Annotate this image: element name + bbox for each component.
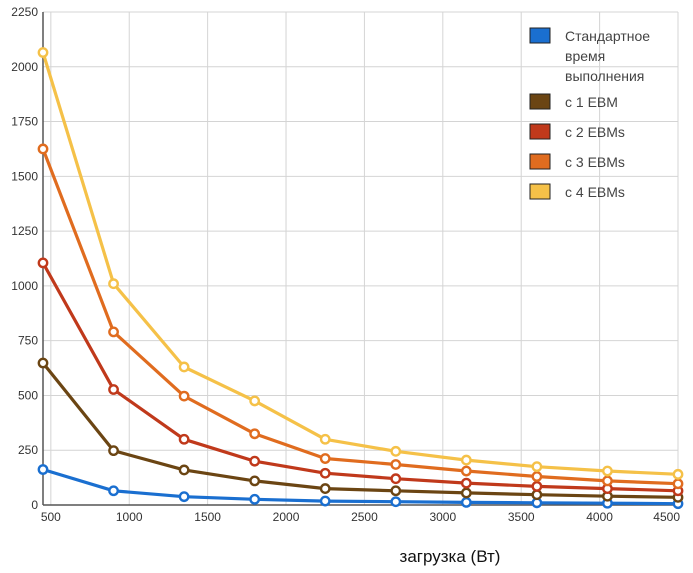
data-point (178, 433, 190, 445)
data-point (249, 428, 261, 440)
legend-swatch (529, 27, 551, 44)
y-tick-label: 0 (31, 498, 38, 512)
data-point (390, 445, 402, 457)
legend-label: с 2 EBMs (565, 124, 625, 140)
data-point (531, 480, 543, 492)
x-tick-label: 1000 (116, 510, 143, 524)
series-line (41, 262, 679, 493)
data-point (249, 395, 261, 407)
data-point (319, 483, 331, 494)
series-line (41, 148, 679, 486)
legend-item: с 2 EBMs (529, 123, 625, 140)
legend: Стандартное время выполнения с 1 EBM с 2 EBM… (529, 27, 650, 200)
series-group (37, 47, 684, 510)
x-tick-label: 1500 (194, 510, 221, 524)
legend-swatch (529, 93, 551, 110)
data-point (249, 493, 261, 505)
plot-background (43, 12, 678, 505)
series-5 (37, 47, 684, 480)
series-line (41, 361, 679, 499)
data-point (37, 357, 49, 369)
data-point (531, 461, 543, 473)
x-tick-label: 2000 (273, 510, 300, 524)
data-point (460, 477, 472, 489)
data-point (319, 453, 331, 464)
data-point (37, 143, 49, 155)
x-tick-label: 500 (41, 510, 61, 524)
series-line (42, 467, 679, 506)
series-3 (37, 257, 684, 497)
legend-item: с 4 EBMs (529, 183, 625, 200)
data-point (319, 467, 331, 479)
data-point (319, 433, 331, 445)
data-point (460, 487, 472, 499)
data-point (108, 445, 119, 457)
x-tick-label: 3500 (508, 510, 535, 524)
data-point (108, 384, 119, 395)
y-tick-label: 750 (18, 334, 38, 348)
data-point (178, 464, 190, 476)
data-point (672, 478, 684, 490)
legend-swatch (529, 183, 551, 200)
data-point (390, 485, 402, 497)
x-tick-label: 3000 (429, 510, 456, 524)
data-point (178, 491, 190, 503)
data-point (108, 278, 119, 290)
data-point (37, 257, 49, 269)
legend-item: с 3 EBMs (529, 153, 625, 170)
series-2 (37, 357, 684, 503)
data-point (602, 465, 613, 477)
legend-swatch (529, 153, 551, 170)
data-point (37, 47, 49, 58)
data-point (460, 454, 472, 466)
legend-label: Стандартное (565, 28, 650, 44)
series-line (41, 52, 679, 476)
data-point (108, 485, 119, 497)
legend-label: с 4 EBMs (565, 184, 625, 200)
legend-item: с 1 EBM (529, 93, 618, 110)
y-tick-label: 2250 (11, 5, 38, 19)
y-tick-label: 1000 (11, 279, 38, 293)
data-point (672, 468, 684, 480)
y-tick-label: 2000 (11, 60, 38, 74)
data-point (178, 390, 190, 402)
data-point (249, 455, 261, 467)
data-point (390, 459, 402, 470)
data-point (178, 361, 190, 373)
legend-item: Стандартное время выполнения (529, 27, 650, 84)
legend-label: с 3 EBMs (565, 154, 625, 170)
data-point (319, 495, 331, 507)
x-tick-label: 4000 (586, 510, 613, 524)
y-tick-label: 500 (18, 388, 38, 402)
data-point (37, 464, 49, 475)
y-tick-labels: 0 250 500 750 1000 1250 1500 1750 2000 2250 (11, 5, 38, 512)
x-tick-label: 4500 (653, 510, 680, 524)
data-point (602, 475, 613, 487)
y-tick-label: 250 (18, 443, 38, 457)
data-point (390, 496, 402, 508)
grid (43, 11, 679, 506)
data-point (249, 475, 261, 487)
x-tick-label: 2500 (351, 510, 378, 524)
legend-label: с 1 EBM (565, 94, 618, 110)
y-tick-label: 1500 (11, 169, 38, 183)
data-point (390, 473, 402, 485)
data-point (460, 465, 472, 477)
y-tick-label: 1250 (11, 224, 38, 238)
x-axis-label: загрузка (Вт) (400, 547, 501, 566)
legend-swatch (529, 123, 551, 140)
data-point (460, 496, 472, 508)
y-tick-label: 1750 (11, 115, 38, 129)
series-4 (37, 143, 684, 490)
data-point (108, 326, 119, 338)
data-point (531, 471, 543, 482)
x-tick-labels: 500 1000 1500 2000 2500 3000 3500 4000 4500 (41, 510, 680, 524)
legend-label: выполнения (565, 68, 644, 84)
legend-label: время (565, 48, 605, 64)
